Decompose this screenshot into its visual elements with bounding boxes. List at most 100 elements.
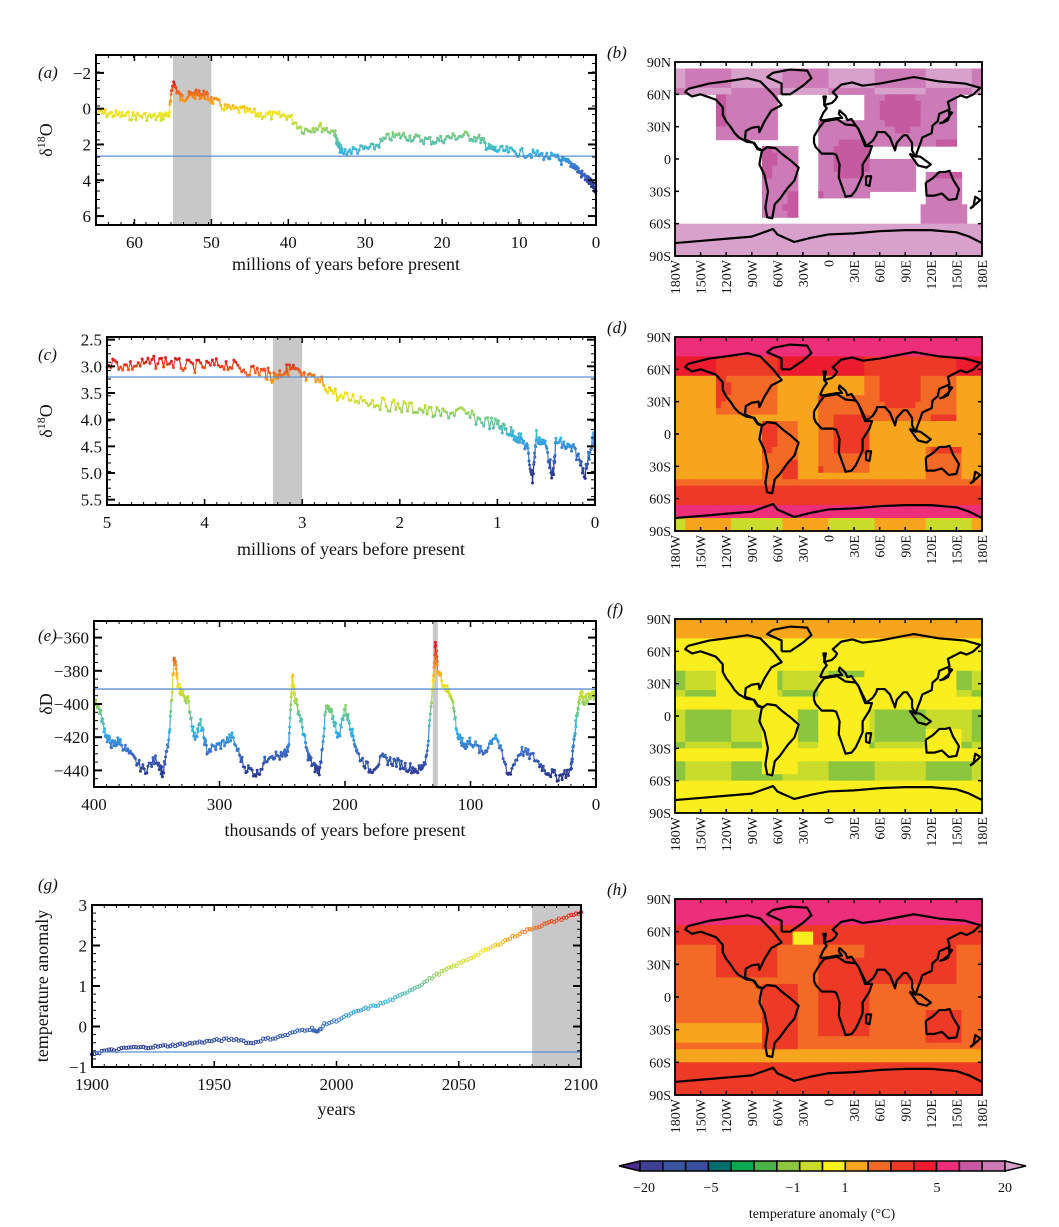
map-cell: [767, 165, 773, 173]
map-cell: [910, 343, 917, 351]
map-cell: [828, 236, 835, 244]
data-point: [124, 1045, 129, 1050]
map-cell: [874, 113, 881, 121]
map-cell: [864, 165, 871, 173]
data-point: [98, 712, 102, 716]
plot-frame: [95, 54, 597, 226]
map-cell: [956, 74, 963, 82]
map-cell: [925, 87, 932, 95]
data-point: [191, 362, 195, 366]
data-point: [208, 98, 212, 102]
coastline: [684, 77, 800, 220]
data-point: [293, 701, 297, 705]
data-point: [318, 765, 322, 769]
data-point: [517, 932, 522, 937]
x-tick-label: 1900: [75, 1075, 109, 1094]
series-segment: [546, 452, 549, 462]
data-point: [187, 90, 191, 94]
data-point: [226, 740, 230, 744]
data-point: [572, 163, 576, 167]
map-cell: [767, 133, 773, 141]
data-point: [559, 158, 563, 162]
map-cell: [905, 94, 911, 102]
lon-tick-label: 60W: [771, 259, 786, 287]
map-cell: [971, 249, 978, 257]
map-cell: [731, 100, 737, 108]
map-cell: [731, 126, 737, 134]
data-point: [175, 676, 179, 680]
data-point: [445, 410, 449, 414]
map-cell: [915, 87, 922, 95]
map-cell: [782, 204, 789, 212]
map-cell: [884, 343, 891, 351]
map-cell: [751, 81, 758, 89]
map-cell: [951, 68, 958, 76]
series-segment: [427, 725, 430, 742]
map-cell: [792, 197, 799, 205]
data-point: [586, 462, 590, 466]
data-point: [152, 112, 156, 116]
data-point: [387, 759, 391, 763]
data-point: [427, 724, 431, 728]
data-point: [239, 760, 243, 764]
data-point: [148, 1045, 153, 1050]
series-segment: [379, 397, 383, 410]
map-cell: [818, 184, 824, 192]
map-cell: [859, 152, 865, 160]
data-point: [187, 699, 191, 703]
map-cell: [823, 249, 830, 257]
map-cell: [813, 337, 819, 345]
map-cell: [767, 68, 773, 76]
map-cell: [848, 249, 855, 257]
data-point: [388, 409, 392, 413]
map-cell: [777, 87, 784, 95]
map-cell: [746, 68, 753, 76]
data-point: [286, 749, 290, 753]
y-tick-label: −440: [54, 761, 89, 780]
map-cell: [941, 223, 947, 231]
data-point: [99, 708, 103, 712]
map-cell: [767, 81, 773, 89]
data-point: [290, 1030, 295, 1035]
data-point: [291, 673, 295, 677]
data-point: [569, 912, 574, 918]
map-cell: [833, 74, 840, 82]
map-cell: [741, 126, 748, 134]
data-point: [491, 145, 495, 149]
data-point: [143, 111, 147, 115]
map-cell: [695, 74, 702, 82]
data-point: [202, 89, 206, 93]
coastline: [765, 68, 813, 96]
map-cell: [726, 230, 732, 238]
map-cell: [767, 197, 773, 205]
data-point: [531, 148, 535, 152]
map-cell: [854, 152, 860, 160]
y-tick-label: 4: [83, 171, 92, 190]
map-cell: [736, 113, 743, 121]
data-point: [143, 1045, 148, 1050]
lon-tick-label: 60E: [874, 260, 889, 283]
data-point: [432, 973, 437, 978]
map-cell: [859, 236, 865, 244]
data-point: [220, 364, 224, 368]
map-cell: [726, 113, 732, 121]
data-point: [261, 1036, 266, 1041]
map-cell: [833, 184, 840, 192]
map-cell: [884, 120, 891, 128]
map-cell: [797, 349, 804, 357]
map-cell: [930, 171, 937, 179]
map-cell: [864, 159, 871, 167]
map-cell: [920, 107, 927, 115]
map-cell: [751, 223, 758, 231]
data-point: [170, 88, 174, 92]
data-point: [400, 991, 405, 996]
map-cell: [941, 337, 947, 345]
data-point: [577, 458, 581, 462]
data-point: [305, 1028, 310, 1033]
map-cell: [976, 230, 983, 238]
data-point: [300, 718, 304, 722]
map-cell: [900, 126, 906, 134]
data-point: [288, 716, 292, 720]
series-segment: [393, 399, 397, 410]
x-tick-label: 30: [357, 233, 374, 252]
